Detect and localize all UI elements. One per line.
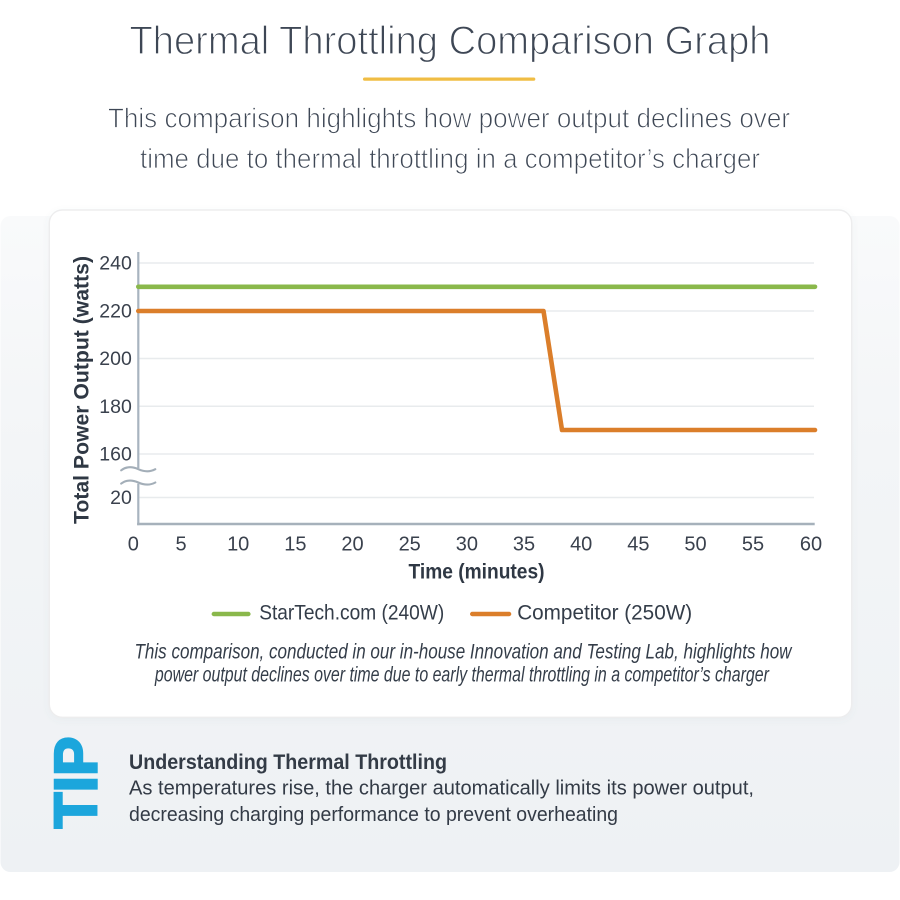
svg-text:TIP: TIP <box>43 737 110 829</box>
svg-text:time due to thermal throttling: time due to thermal throttling in a comp… <box>140 143 760 174</box>
svg-text:240: 240 <box>99 253 132 275</box>
svg-text:30: 30 <box>456 534 478 556</box>
svg-text:Competitor (250W): Competitor (250W) <box>517 602 692 625</box>
svg-text:35: 35 <box>513 534 535 556</box>
svg-text:20: 20 <box>341 534 363 556</box>
svg-text:10: 10 <box>227 534 249 556</box>
svg-text:40: 40 <box>570 534 592 556</box>
svg-text:StarTech.com (240W): StarTech.com (240W) <box>259 602 444 625</box>
svg-text:0: 0 <box>128 534 139 556</box>
svg-text:5: 5 <box>175 534 186 556</box>
svg-text:This comparison highlights how: This comparison highlights how power out… <box>108 103 790 134</box>
svg-text:160: 160 <box>99 444 132 466</box>
svg-text:55: 55 <box>742 534 764 556</box>
svg-text:20: 20 <box>110 487 132 509</box>
svg-text:200: 200 <box>99 348 132 370</box>
svg-text:Time (minutes): Time (minutes) <box>409 561 545 584</box>
svg-text:25: 25 <box>399 534 421 556</box>
svg-text:50: 50 <box>684 534 706 556</box>
svg-text:180: 180 <box>99 396 132 418</box>
svg-text:power output declines over tim: power output declines over time due to e… <box>154 664 770 687</box>
svg-text:220: 220 <box>99 301 132 323</box>
svg-text:decreasing charging performanc: decreasing charging performance to preve… <box>129 803 618 826</box>
svg-text:This comparison, conducted in: This comparison, conducted in our in-hou… <box>135 640 793 663</box>
svg-text:As temperatures rise, the char: As temperatures rise, the charger automa… <box>129 777 754 800</box>
svg-text:60: 60 <box>800 534 822 556</box>
svg-text:Thermal Throttling Comparison: Thermal Throttling Comparison Graph <box>130 19 771 63</box>
svg-text:45: 45 <box>627 534 649 556</box>
svg-text:Understanding Thermal Throttli: Understanding Thermal Throttling <box>129 751 447 774</box>
svg-text:15: 15 <box>284 534 306 556</box>
svg-text:Total Power Output (watts): Total Power Output (watts) <box>70 256 94 524</box>
